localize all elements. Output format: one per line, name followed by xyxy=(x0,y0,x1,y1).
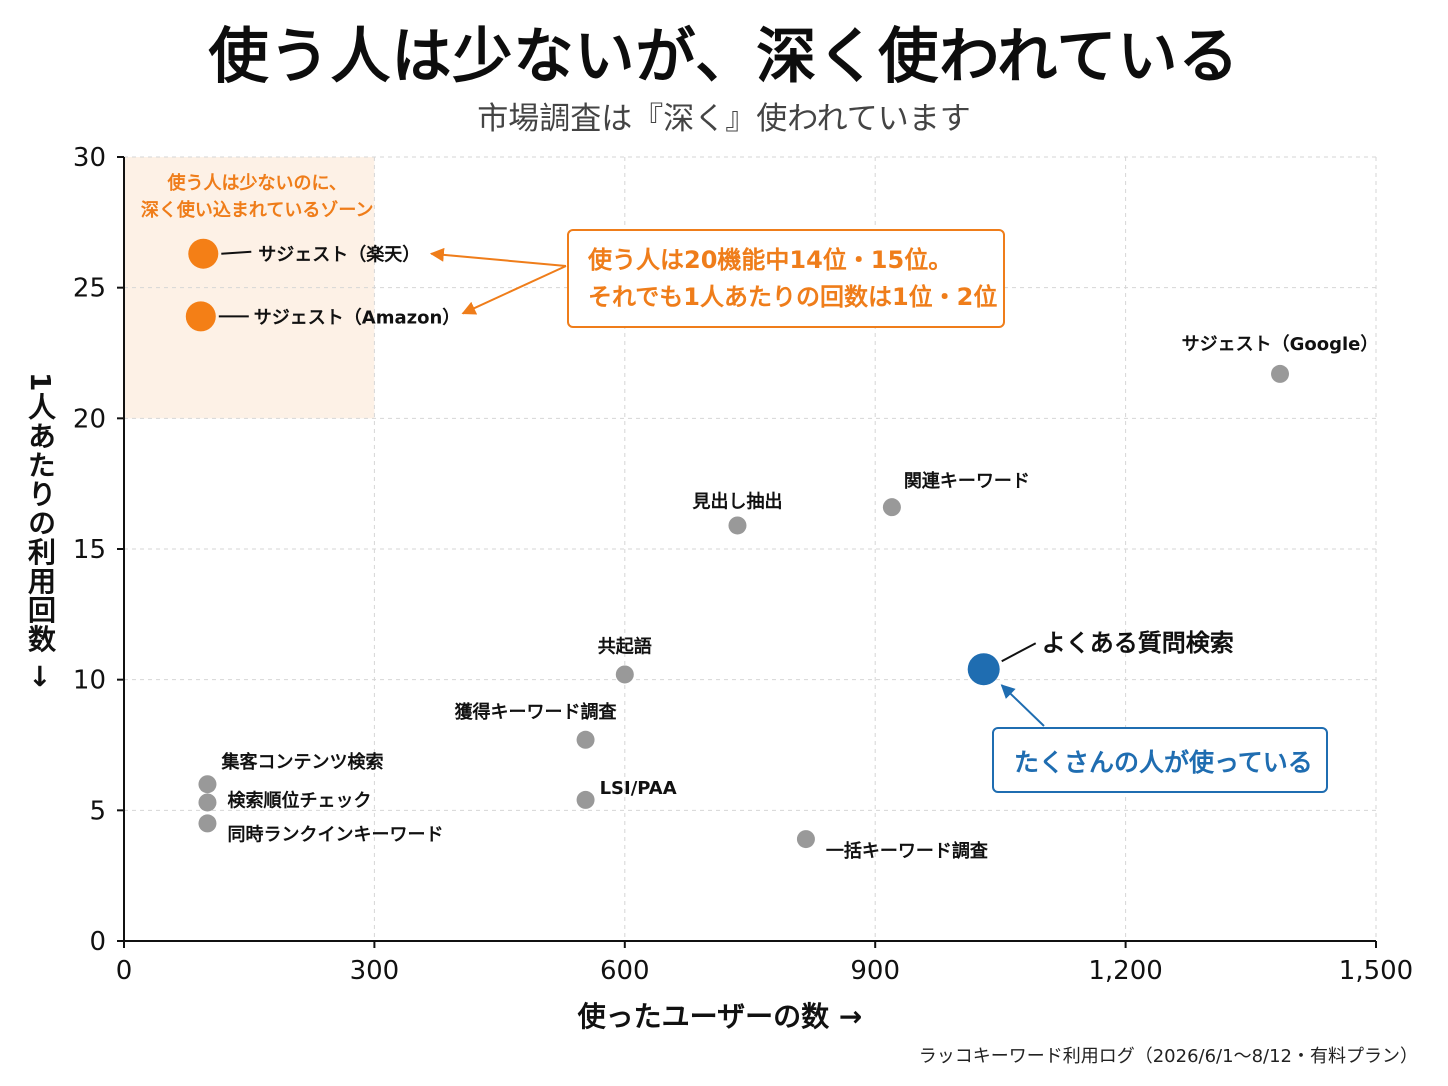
data-point xyxy=(1271,364,1290,383)
chart-title: 使う人は少ないが、深く使われている xyxy=(208,22,1240,92)
chart-subtitle: 市場調査は『深く』使われています xyxy=(477,101,971,137)
data-points xyxy=(185,238,1290,849)
point-label: LSI/PAA xyxy=(600,778,677,799)
point-label: 同時ランクインキーワード xyxy=(227,824,443,845)
zone-label-line-1: 使う人は少ないのに、 xyxy=(166,173,346,194)
y-tick-label: 30 xyxy=(73,143,106,173)
data-point xyxy=(728,516,747,535)
y-tick-label: 20 xyxy=(73,404,106,434)
orange-callout-line-2: それでも1人あたりの回数は1位・2位 xyxy=(588,283,997,311)
y-tick-label: 10 xyxy=(73,666,106,696)
data-point xyxy=(198,814,217,833)
point-label: 検索順位チェック xyxy=(227,789,371,811)
blue-callout-text: たくさんの人が使っている xyxy=(1014,748,1313,777)
y-axis-title: 1人あたりの利用回数 → xyxy=(24,372,57,689)
point-label: 見出し抽出 xyxy=(691,490,782,512)
orange-callout-box xyxy=(567,229,1005,328)
y-tick-label: 25 xyxy=(73,274,106,304)
point-label: 一括キーワード調査 xyxy=(826,840,988,862)
zone-label-line-2: 深く使い込まれているゾーン xyxy=(141,199,374,221)
data-point xyxy=(188,238,219,269)
data-point xyxy=(882,498,901,517)
point-label: よくある質問検索 xyxy=(1042,629,1234,657)
callout-arrows xyxy=(429,247,1045,727)
point-label: 集客コンテンツ検索 xyxy=(220,751,383,773)
x-tick-label: 300 xyxy=(350,956,400,986)
data-point xyxy=(185,301,216,332)
data-point xyxy=(615,665,634,684)
x-tick-label: 600 xyxy=(600,956,650,986)
point-label: サジェスト（Google） xyxy=(1182,334,1379,355)
point-label: サジェスト（楽天） xyxy=(258,244,420,266)
x-tick-label: 1,200 xyxy=(1088,956,1162,986)
data-point xyxy=(198,775,217,794)
source-note: ラッコキーワード利用ログ（2026/6/1〜8/12・有料プラン） xyxy=(918,1046,1418,1067)
data-point xyxy=(796,830,815,849)
point-label: 関連キーワード xyxy=(904,470,1030,492)
point-leader-line xyxy=(1001,642,1037,663)
blue-callout-box xyxy=(992,727,1328,793)
point-leader-lines xyxy=(218,250,1037,663)
x-axis-title: 使ったユーザーの数 → xyxy=(577,1000,863,1033)
point-leader-line xyxy=(221,250,252,255)
point-labels: サジェスト（楽天） サジェスト（Amazon） サジェスト（Google） 見出し抽出… xyxy=(220,244,1378,862)
blue-arrow xyxy=(1000,684,1045,727)
point-label: 獲得キーワード調査 xyxy=(455,701,617,723)
x-tick-label: 1,500 xyxy=(1339,956,1413,986)
point-label: 共起語 xyxy=(598,635,652,657)
point-label: サジェスト（Amazon） xyxy=(254,307,461,328)
y-tick-label: 5 xyxy=(89,796,106,826)
data-point xyxy=(967,653,1000,686)
zone-rect xyxy=(124,157,375,419)
y-tick-label: 15 xyxy=(73,535,106,565)
x-tick-label: 0 xyxy=(116,956,133,986)
orange-arrow-amazon xyxy=(461,265,567,315)
orange-arrow-rakuten xyxy=(429,247,567,267)
data-point xyxy=(576,790,595,809)
x-tick-label: 900 xyxy=(850,956,900,986)
ticks: 0 300 600 900 1,200 1,500 0 5 10 15 20 25 30 xyxy=(73,143,1413,986)
data-point xyxy=(198,793,217,812)
data-point xyxy=(576,730,595,749)
orange-callout-line-1: 使う人は20機能中14位・15位。 xyxy=(587,246,952,274)
y-tick-label: 0 xyxy=(89,927,106,957)
